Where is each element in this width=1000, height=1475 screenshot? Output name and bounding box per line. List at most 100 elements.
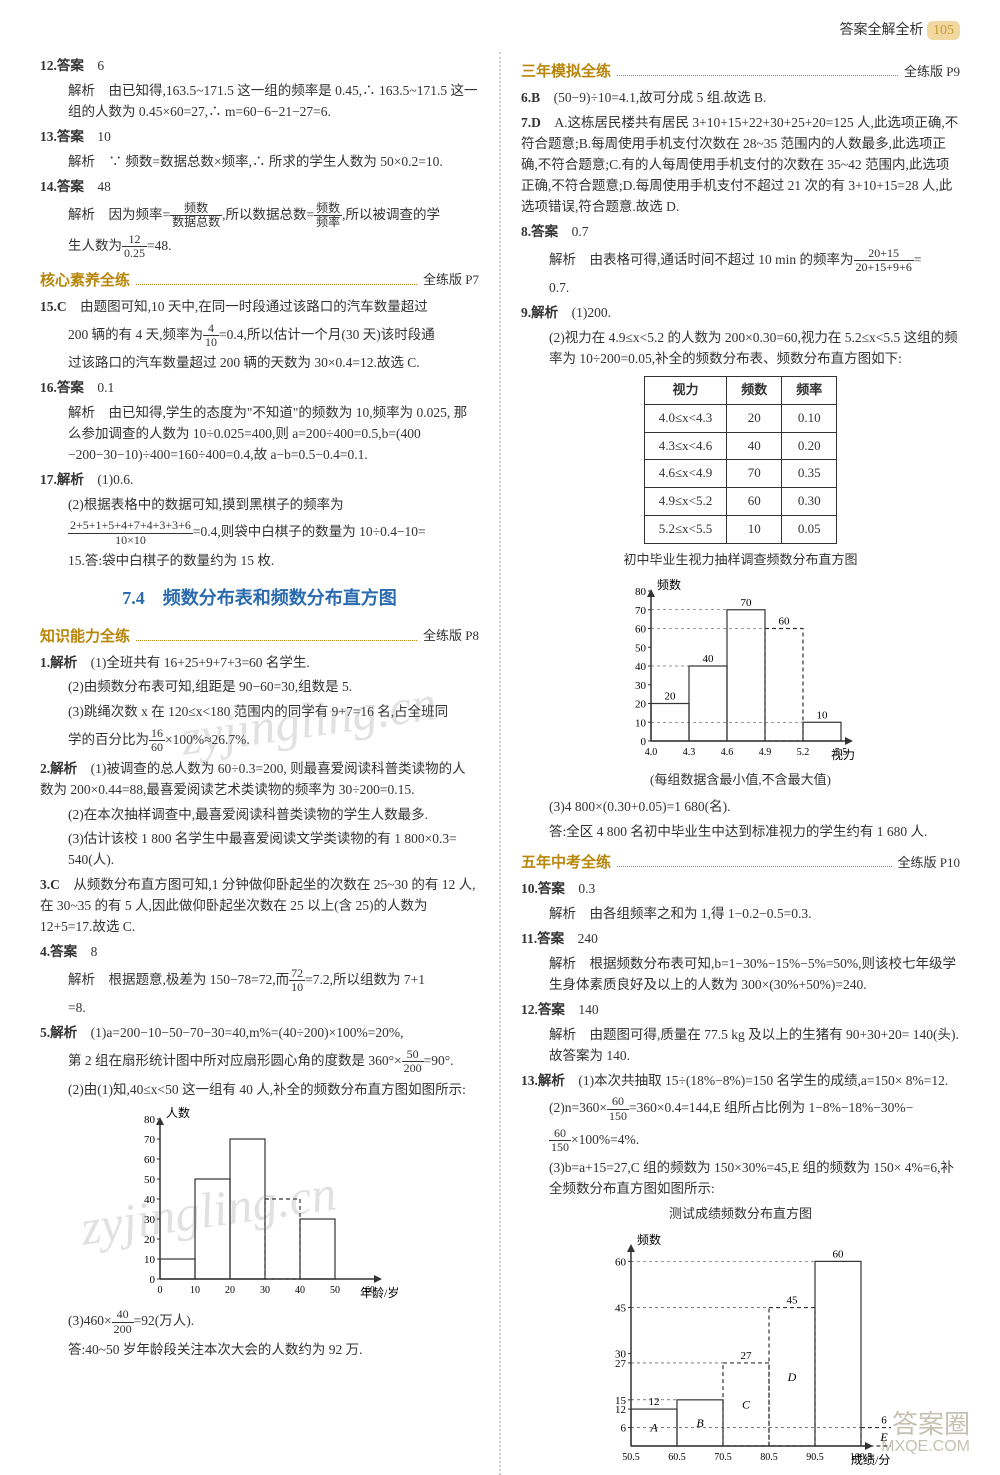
q13r-2: (2)n=360×60150=360×0.4=144,E 组所占比例为 1−8%… (521, 1095, 960, 1122)
q13-expl: 解析 ∵ 频数=数据总数×频率,∴ 所求的学生人数为 50×0.2=10. (40, 152, 479, 173)
svg-text:80: 80 (635, 586, 647, 598)
svg-text:30: 30 (615, 1349, 627, 1361)
svg-text:20: 20 (635, 699, 647, 711)
q13r-4: (3)b=a+15=27,C 组的频数为 150×30%=45,E 组的频数为 … (521, 1158, 960, 1200)
section-title: 三年模拟全练 (521, 60, 611, 84)
svg-text:E: E (879, 1430, 888, 1444)
q4b-e: 解析 根据题意,极差为 150−78=72,而7210=7.2,所以组数为 7+… (40, 967, 479, 994)
q16-expl: 解析 由已知得,学生的态度为"不知道"的频数为 10,频率为 0.025, 那么… (40, 403, 479, 466)
chart-q13-histogram: 频数成绩/分612152730456050.560.570.580.590.51… (591, 1231, 891, 1471)
svg-text:0: 0 (149, 1274, 155, 1286)
q1b: 1.解析 (1)全班共有 16+25+9+7+3=60 名学生. (40, 653, 479, 674)
q10r: 10.答案 0.3 (521, 879, 960, 900)
svg-text:40: 40 (702, 653, 714, 665)
q17: 17.解析 (1)0.6. (40, 470, 479, 491)
svg-text:4.3: 4.3 (682, 747, 695, 758)
svg-text:30: 30 (260, 1285, 270, 1296)
svg-text:60: 60 (635, 624, 647, 636)
svg-text:15: 15 (615, 1395, 627, 1407)
section-title: 五年中考全练 (521, 851, 611, 875)
section-ref: 全练版 P8 (423, 626, 479, 647)
page-number: 105 (927, 21, 960, 40)
q13r-3: 60150×100%=4%. (521, 1127, 960, 1154)
q5c-2: 答:40~50 岁年龄段关注本次大会的人数约为 92 万. (40, 1340, 479, 1361)
svg-text:6: 6 (881, 1414, 887, 1426)
left-column: 12.答案 6 解析 由已知得,163.5~171.5 这一组的频率是 0.45… (40, 52, 479, 1474)
two-column-layout: 12.答案 6 解析 由已知得,163.5~171.5 这一组的频率是 0.45… (40, 52, 960, 1474)
chart9-note: (每组数据含最小值,不含最大值) (521, 770, 960, 791)
q4b: 4.答案 8 (40, 942, 479, 963)
q17-4: 15.答:袋中白棋子的数量约为 15 枚. (40, 551, 479, 572)
topic-7-4: 7.4 频数分布表和频数分布直方图 (40, 584, 479, 613)
chart-q9-histogram: 频数视力010203040506070804.04.34.64.95.25.52… (611, 576, 871, 766)
q14: 14.答案 48 (40, 177, 479, 198)
q8r: 8.答案 0.7 (521, 222, 960, 243)
svg-text:80: 80 (144, 1114, 156, 1126)
q8r-e2: 0.7. (521, 278, 960, 299)
svg-text:40: 40 (295, 1285, 305, 1296)
q1b-2: (2)由频数分布表可知,组距是 90−60=30,组数是 5. (40, 677, 479, 698)
column-divider (499, 52, 501, 1474)
svg-text:30: 30 (635, 680, 647, 692)
q5b-2: 第 2 组在扇形统计图中所对应扇形圆心角的度数是 360°×50200=90°. (40, 1048, 479, 1075)
svg-text:D: D (786, 1370, 796, 1384)
q15-3: 过该路口的汽车数量超过 200 辆的天数为 30×0.4=12.故选 C. (40, 353, 479, 374)
q7r: 7.D A.这栋居民楼共有居民 3+10+15+22+30+25+20=125 … (521, 113, 960, 218)
q2b-2: (2)在本次抽样调查中,最喜爱阅读科普类读物的学生人数最多. (40, 805, 479, 826)
svg-text:50: 50 (330, 1285, 340, 1296)
q9r-2: (2)视力在 4.9≤x<5.2 的人数为 200×0.30=60,视力在 5.… (521, 328, 960, 370)
svg-text:10: 10 (635, 718, 647, 730)
q14-expl: 解析 因为频率=频数数据总数,所以数据总数=频数频率,所以被调查的学 (40, 202, 479, 229)
q12-expl: 解析 由已知得,163.5~171.5 这一组的频率是 0.45,∴ 163.5… (40, 81, 479, 123)
svg-text:10: 10 (816, 710, 828, 722)
svg-text:C: C (741, 1397, 750, 1411)
svg-text:90.5: 90.5 (806, 1452, 824, 1463)
q11r: 11.答案 240 (521, 929, 960, 950)
svg-text:5.5: 5.5 (834, 747, 847, 758)
svg-text:频数: 频数 (637, 1232, 661, 1247)
q5c: (3)460×40200=92(万人). (40, 1308, 479, 1335)
q2b: 2.解析 (1)被调查的总人数为 60÷0.3=200, 则最喜爱阅读科普类读物… (40, 759, 479, 801)
q2b-3: (3)估计该校 1 800 名学生中最喜爱阅读文学类读物的有 1 800×0.3… (40, 829, 479, 871)
svg-text:60: 60 (778, 616, 790, 628)
section-title: 核心素养全练 (40, 269, 130, 293)
svg-text:70: 70 (144, 1134, 156, 1146)
section-ref: 全练版 P10 (898, 853, 960, 874)
svg-text:频数: 频数 (657, 577, 681, 592)
svg-text:45: 45 (615, 1302, 627, 1314)
svg-text:60: 60 (615, 1256, 627, 1268)
svg-text:人数: 人数 (166, 1105, 190, 1120)
svg-text:60: 60 (365, 1285, 375, 1296)
q6r: 6.B (50−9)÷10=4.1,故可分成 5 组.故选 B. (521, 88, 960, 109)
svg-text:0: 0 (157, 1285, 162, 1296)
q4b-e2: =8. (40, 998, 479, 1019)
section-core-literacy: 核心素养全练 全练版 P7 (40, 269, 479, 293)
svg-text:4.6: 4.6 (720, 747, 733, 758)
q9r: 9.解析 (1)200. (521, 303, 960, 324)
q10r-e: 解析 由各组频率之和为 1,得 1−0.2−0.5=0.3. (521, 904, 960, 925)
right-column: 三年模拟全练全练版 P9 6.B (50−9)÷10=4.1,故可分成 5 组.… (521, 52, 960, 1474)
section-title: 知识能力全练 (40, 625, 130, 649)
q9c-2: 答:全区 4 800 名初中毕业生中达到标准视力的学生约有 1 680 人. (521, 822, 960, 843)
svg-text:20: 20 (144, 1234, 156, 1246)
header-title: 答案全解全析 (840, 23, 924, 38)
chart-q5-histogram: 人数年龄/岁010203040506070800102030405060 (120, 1104, 400, 1304)
page-header: 答案全解全析 105 (40, 20, 960, 42)
svg-text:20: 20 (664, 691, 676, 703)
svg-text:70: 70 (635, 605, 647, 617)
svg-text:80.5: 80.5 (760, 1452, 778, 1463)
svg-text:100.5: 100.5 (849, 1452, 872, 1463)
q9c-1: (3)4 800×(0.30+0.05)=1 680(名). (521, 797, 960, 818)
table-q9-frequency: 视力频数频率4.0≤x<4.3200.104.3≤x<4.6400.204.6≤… (644, 376, 838, 544)
svg-text:5.2: 5.2 (796, 747, 809, 758)
section-ref: 全练版 P7 (423, 270, 479, 291)
q17-3: 2+5+1+5+4+7+4+3+3+610×10=0.4,则袋中白棋子的数量为 … (40, 519, 479, 546)
svg-text:20: 20 (225, 1285, 235, 1296)
q5b: 5.解析 (1)a=200−10−50−70−30=40,m%=(40÷200)… (40, 1023, 479, 1044)
svg-text:50: 50 (144, 1174, 156, 1186)
q15: 15.C 由题图可知,10 天中,在同一时段通过该路口的汽车数量超过 (40, 297, 479, 318)
svg-text:70.5: 70.5 (714, 1452, 732, 1463)
svg-text:6: 6 (620, 1422, 626, 1434)
chart13-title: 测试成绩频数分布直方图 (521, 1204, 960, 1225)
svg-text:30: 30 (144, 1214, 156, 1226)
